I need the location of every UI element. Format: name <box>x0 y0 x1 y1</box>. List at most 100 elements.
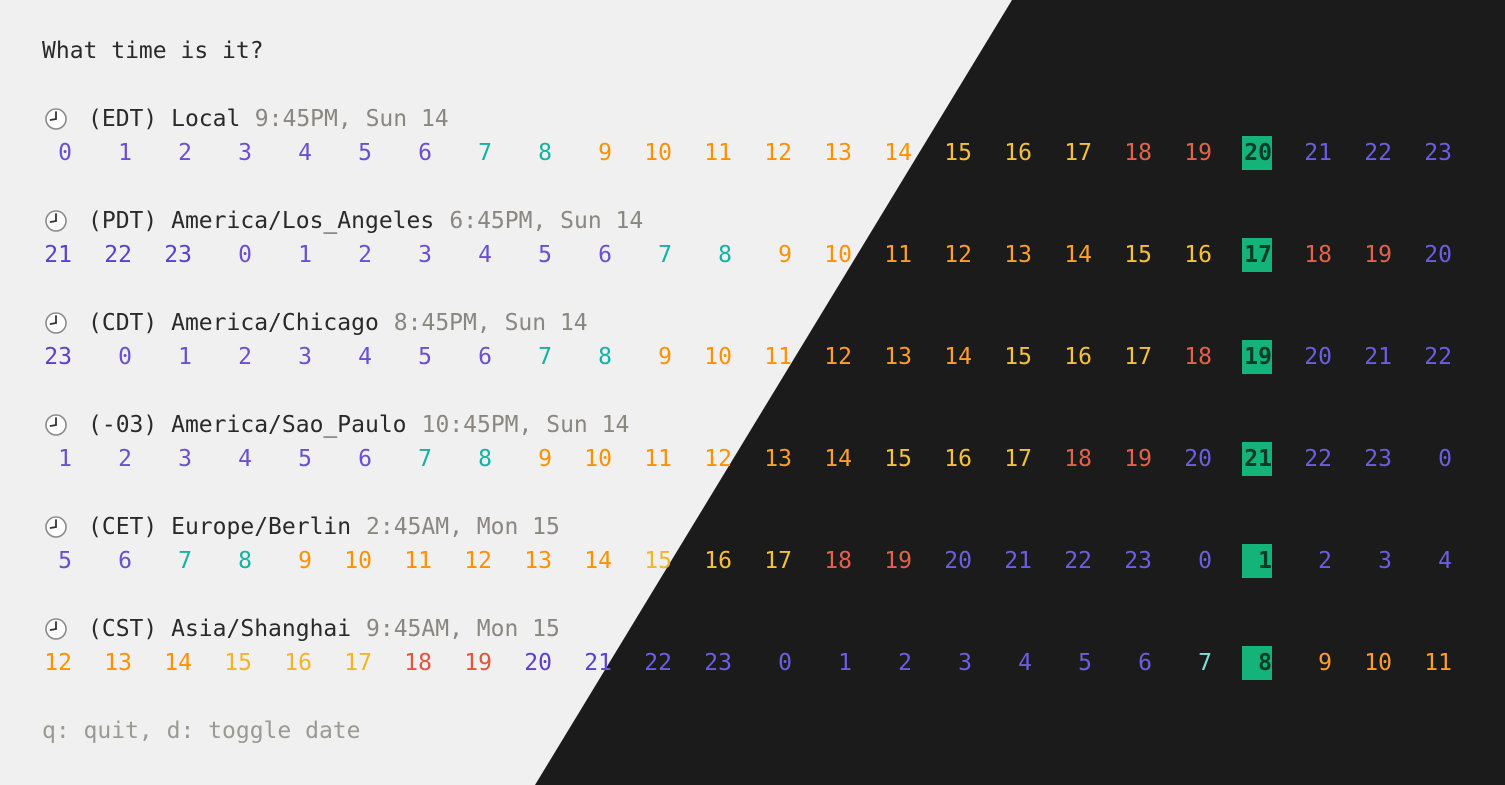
timezone-time: 9:45AM, Mon 15 <box>366 616 560 642</box>
hour-cell: 14 <box>824 446 852 472</box>
hour-cell: 13 <box>884 344 912 370</box>
hour-cell: 12 <box>44 650 72 676</box>
hour-cell: 20 <box>1184 446 1212 472</box>
hour-cell: 17 <box>1124 344 1152 370</box>
hour-cell: 22 <box>644 650 672 676</box>
hour-cell: 12 <box>704 446 732 472</box>
timezone-time: 2:45AM, Mon 15 <box>366 514 560 540</box>
hour-cell: 5 <box>358 140 372 166</box>
timezone-label: (CET) Europe/Berlin <box>88 510 351 544</box>
hour-cell: 4 <box>478 242 492 268</box>
hour-cell: 6 <box>478 344 492 370</box>
hour-cell: 16 <box>284 650 312 676</box>
timezone-time: 6:45PM, Sun 14 <box>449 208 644 234</box>
hour-cell: 18 <box>824 548 852 574</box>
hour-cell: 6 <box>418 140 432 166</box>
hour-cell: 12 <box>464 548 492 574</box>
hour-cell: 11 <box>764 344 792 370</box>
hour-cell: 21 <box>1004 548 1032 574</box>
hour-cell: 9 <box>658 344 672 370</box>
hour-cell: 8 <box>598 344 612 370</box>
timezone-name: Europe/Berlin <box>171 514 352 540</box>
hour-cell: 14 <box>584 548 612 574</box>
hour-cell: 17 <box>1064 140 1092 166</box>
hour-cell: 9 <box>598 140 612 166</box>
hour-cell: 2 <box>178 140 192 166</box>
hour-cell: 7 <box>538 344 552 370</box>
hour-cell: 12 <box>944 242 972 268</box>
hour-cell: 14 <box>1064 242 1092 268</box>
current-hour-highlight <box>1242 340 1272 374</box>
hour-cell: 13 <box>764 446 792 472</box>
timezone-name: America/Chicago <box>171 310 379 336</box>
hour-cell: 16 <box>1184 242 1212 268</box>
hour-cell: 12 <box>824 344 852 370</box>
hour-cell: 4 <box>1018 650 1032 676</box>
hour-cell: 3 <box>178 446 192 472</box>
hour-cell: 6 <box>598 242 612 268</box>
hour-cell: 23 <box>1124 548 1152 574</box>
hour-cell: 23 <box>164 242 192 268</box>
current-hour-highlight <box>1242 544 1272 578</box>
hour-cell: 19 <box>464 650 492 676</box>
hour-cell: 23 <box>1424 140 1452 166</box>
hour-cell: 3 <box>958 650 972 676</box>
hour-cell: 16 <box>944 446 972 472</box>
timezone-name: America/Sao_Paulo <box>171 412 407 438</box>
clock-icon <box>44 311 68 335</box>
hour-cell: 14 <box>944 344 972 370</box>
hour-cell: 11 <box>1424 650 1452 676</box>
hour-cell: 13 <box>1004 242 1032 268</box>
hour-cell: 13 <box>524 548 552 574</box>
current-hour-cell: 19 <box>1244 344 1272 370</box>
current-hour-cell: 8 <box>1258 650 1272 676</box>
hour-cell: 0 <box>1198 548 1212 574</box>
hour-cell: 22 <box>1424 344 1452 370</box>
hour-cell: 0 <box>238 242 252 268</box>
hour-cell: 2 <box>358 242 372 268</box>
hour-cell: 18 <box>1184 344 1212 370</box>
hour-cell: 13 <box>104 650 132 676</box>
hour-cell: 8 <box>538 140 552 166</box>
hour-cell: 9 <box>1318 650 1332 676</box>
hour-cell: 10 <box>704 344 732 370</box>
hour-cell: 7 <box>178 548 192 574</box>
hour-cell: 23 <box>704 650 732 676</box>
hour-cell: 11 <box>704 140 732 166</box>
hour-cell: 17 <box>1004 446 1032 472</box>
timezone-abbreviation: (CST) <box>88 616 158 642</box>
hour-cell: 3 <box>1378 548 1392 574</box>
hour-cell: 15 <box>1124 242 1152 268</box>
hour-cell: 10 <box>584 446 612 472</box>
current-hour-cell: 1 <box>1258 548 1272 574</box>
timezone-label: (-03) America/Sao_Paulo <box>88 408 407 442</box>
timezone-label: (CDT) America/Chicago <box>88 306 379 340</box>
hour-cell: 0 <box>1438 446 1452 472</box>
hour-cell: 22 <box>1064 548 1092 574</box>
hour-cell: 11 <box>884 242 912 268</box>
timezone-name: America/Los_Angeles <box>171 208 435 234</box>
hour-cell: 23 <box>44 344 72 370</box>
hour-cell: 8 <box>238 548 252 574</box>
hour-cell: 15 <box>224 650 252 676</box>
keyboard-help-footer: q: quit, d: toggle date <box>42 718 361 744</box>
hour-cell: 22 <box>104 242 132 268</box>
hour-cell: 19 <box>1184 140 1212 166</box>
hour-cell: 7 <box>478 140 492 166</box>
hour-cell: 10 <box>824 242 852 268</box>
hour-cell: 5 <box>418 344 432 370</box>
hour-cell: 4 <box>1438 548 1452 574</box>
clock-icon <box>44 515 68 539</box>
timezone-abbreviation: (CET) <box>88 514 158 540</box>
hour-cell: 9 <box>538 446 552 472</box>
hour-cell: 10 <box>644 140 672 166</box>
hour-cell: 7 <box>658 242 672 268</box>
hour-cell: 18 <box>1304 242 1332 268</box>
timezone-abbreviation: (-03) <box>88 412 158 438</box>
hour-cell: 21 <box>1304 140 1332 166</box>
clock-icon <box>44 413 68 437</box>
hour-cell: 21 <box>1364 344 1392 370</box>
hour-cell: 20 <box>524 650 552 676</box>
hour-cell: 1 <box>298 242 312 268</box>
hour-cell: 12 <box>764 140 792 166</box>
